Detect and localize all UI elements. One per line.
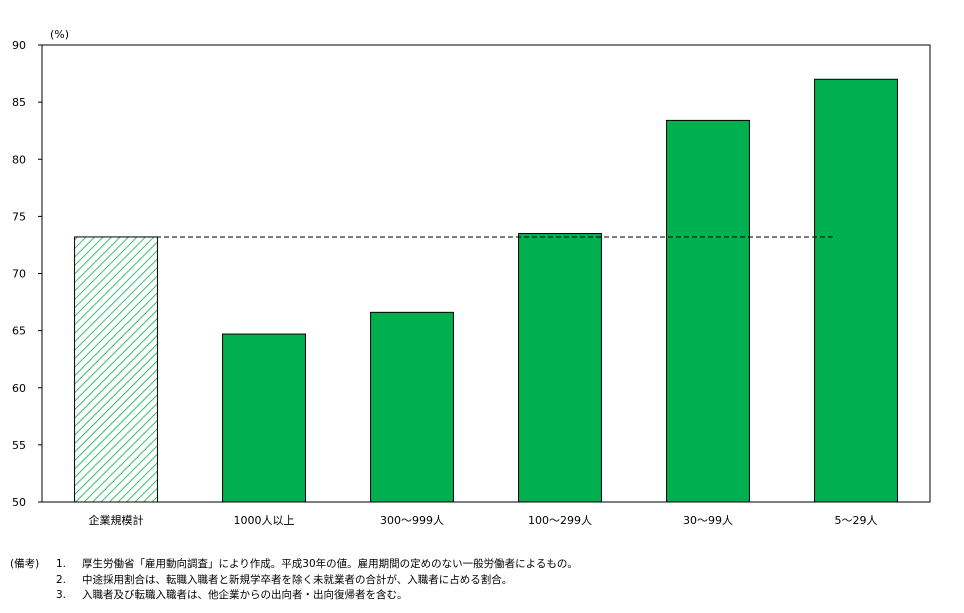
- note-number: 2.: [56, 573, 67, 586]
- chart-area: (%) 50 55 60 65 70 75 80 85 90 企業規模計 1000人以上 300〜9…: [12, 28, 931, 527]
- bar: [370, 311, 454, 503]
- note-number: 1.: [56, 558, 67, 570]
- note-text: 入職者及び転職入職者は、他企業からの出向者・出向復帰者を含む。: [82, 589, 408, 601]
- bar: [518, 233, 602, 503]
- bar-total: [74, 236, 158, 503]
- y-axis-ticks: 50 55 60 65 70 75 80 85 90: [12, 39, 42, 509]
- x-tick-label: 企業規模計: [89, 513, 144, 527]
- note-text: 厚生労働省「雇用動向調査」により作成。平成30年の値。雇用期間の定めのない一般労…: [82, 558, 578, 570]
- x-axis-labels: 企業規模計 1000人以上 300〜999人 100〜299人 30〜99人 5〜29人: [89, 513, 878, 527]
- x-tick-label: 30〜99人: [683, 514, 733, 527]
- x-tick-label: 100〜299人: [528, 514, 592, 527]
- y-tick-label: 80: [12, 153, 26, 166]
- note-row-3: 3. 入職者及び転職入職者は、他企業からの出向者・出向復帰者を含む。: [10, 588, 950, 604]
- y-tick-label: 70: [12, 268, 26, 281]
- y-tick-label: 55: [12, 439, 26, 452]
- y-tick-label: 75: [12, 210, 26, 223]
- y-tick-label: 60: [12, 382, 26, 395]
- note-row-2: 2. 中途採用割合は、転職入職者と新規学卒者を除く未就業者の合計が、入職者に占め…: [10, 573, 950, 589]
- y-tick-label: 85: [12, 96, 26, 109]
- notes: (備考) 1. 厚生労働省「雇用動向調査」により作成。平成30年の値。雇用期間の…: [10, 557, 950, 604]
- x-tick-label: 5〜29人: [835, 514, 878, 527]
- y-tick-label: 90: [12, 39, 26, 52]
- bar: [814, 78, 898, 503]
- note-number: 3.: [56, 589, 67, 601]
- bar-chart: (%) 50 55 60 65 70 75 80 85 90 企業規模計 1000人以上 300〜9…: [12, 28, 931, 527]
- plot-frame: [41, 44, 931, 503]
- bar: [222, 333, 306, 503]
- y-tick-label: 65: [12, 325, 26, 338]
- y-axis-unit-label: (%): [50, 28, 69, 41]
- notes-label: (備考): [10, 558, 40, 570]
- x-tick-label: 300〜999人: [380, 514, 444, 527]
- y-tick-label: 50: [12, 496, 26, 509]
- x-tick-label: 1000人以上: [234, 514, 295, 527]
- note-row-1: (備考) 1. 厚生労働省「雇用動向調査」により作成。平成30年の値。雇用期間の…: [10, 557, 950, 573]
- bars: [74, 78, 898, 503]
- bar: [666, 119, 750, 503]
- note-text: 中途採用割合は、転職入職者と新規学卒者を除く未就業者の合計が、入職者に占める割合…: [82, 573, 513, 586]
